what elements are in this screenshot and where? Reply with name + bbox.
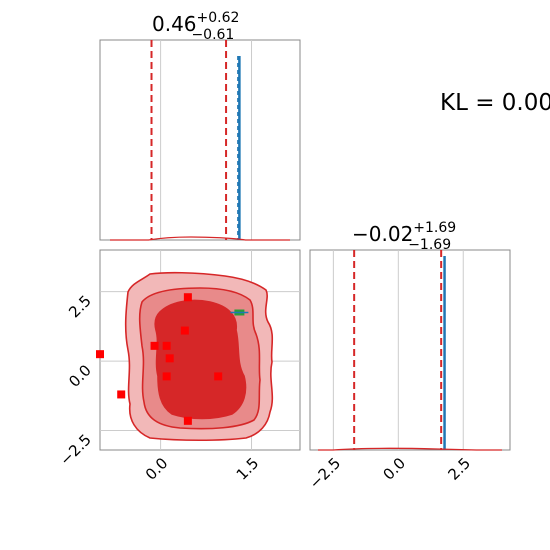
joint-x-tick-label: 0.0 <box>142 454 172 484</box>
sample-marker <box>162 372 171 381</box>
hist-x-panel: 0.46+0.62 −0.61 <box>99 10 301 241</box>
sample-marker <box>117 390 126 399</box>
joint-x-tick-label: 1.5 <box>233 454 263 484</box>
joint-panel <box>96 249 301 451</box>
hist-y-posterior-curve <box>318 447 502 451</box>
sample-marker <box>96 350 104 359</box>
sample-marker <box>150 341 159 350</box>
joint-y-tick-label: 2.5 <box>65 292 95 322</box>
kl-label: KL = 0.00 <box>440 90 550 116</box>
joint-y-tick-label: −2.5 <box>56 431 94 469</box>
hist-y-title-sup: +1.69 <box>413 220 456 236</box>
hist-x-title-main: 0.46 <box>152 12 197 36</box>
hist-y-title-main: −0.02 <box>352 222 413 246</box>
hist-y-frame <box>309 249 511 451</box>
joint-frame <box>99 249 301 451</box>
sample-marker <box>165 354 174 363</box>
sample-marker <box>183 293 192 302</box>
hist-x-title-sub: −0.61 <box>191 27 234 43</box>
joint-y-tick-label: 0.0 <box>65 361 95 391</box>
sample-marker <box>183 416 192 425</box>
hist-x-title: 0.46+0.62 −0.61 <box>152 10 239 43</box>
hist-x-title-sup: +0.62 <box>197 10 240 26</box>
sample-marker <box>180 326 189 335</box>
sample-marker <box>214 372 223 381</box>
hist-y-title-sub: −1.69 <box>408 237 451 253</box>
hist-y-x-tick-label: −2.5 <box>306 454 344 492</box>
hist-y-x-tick-label: 0.0 <box>380 454 410 484</box>
sample-marker <box>162 341 171 350</box>
hist-y-x-tick-label: 2.5 <box>444 454 474 484</box>
hist-y-title: −0.02+1.69 −1.69 <box>352 220 456 253</box>
hist-x-posterior-curve <box>110 236 290 241</box>
hist-x-frame <box>99 39 301 241</box>
hist-y-panel: −0.02+1.69 −1.69 <box>309 220 511 451</box>
